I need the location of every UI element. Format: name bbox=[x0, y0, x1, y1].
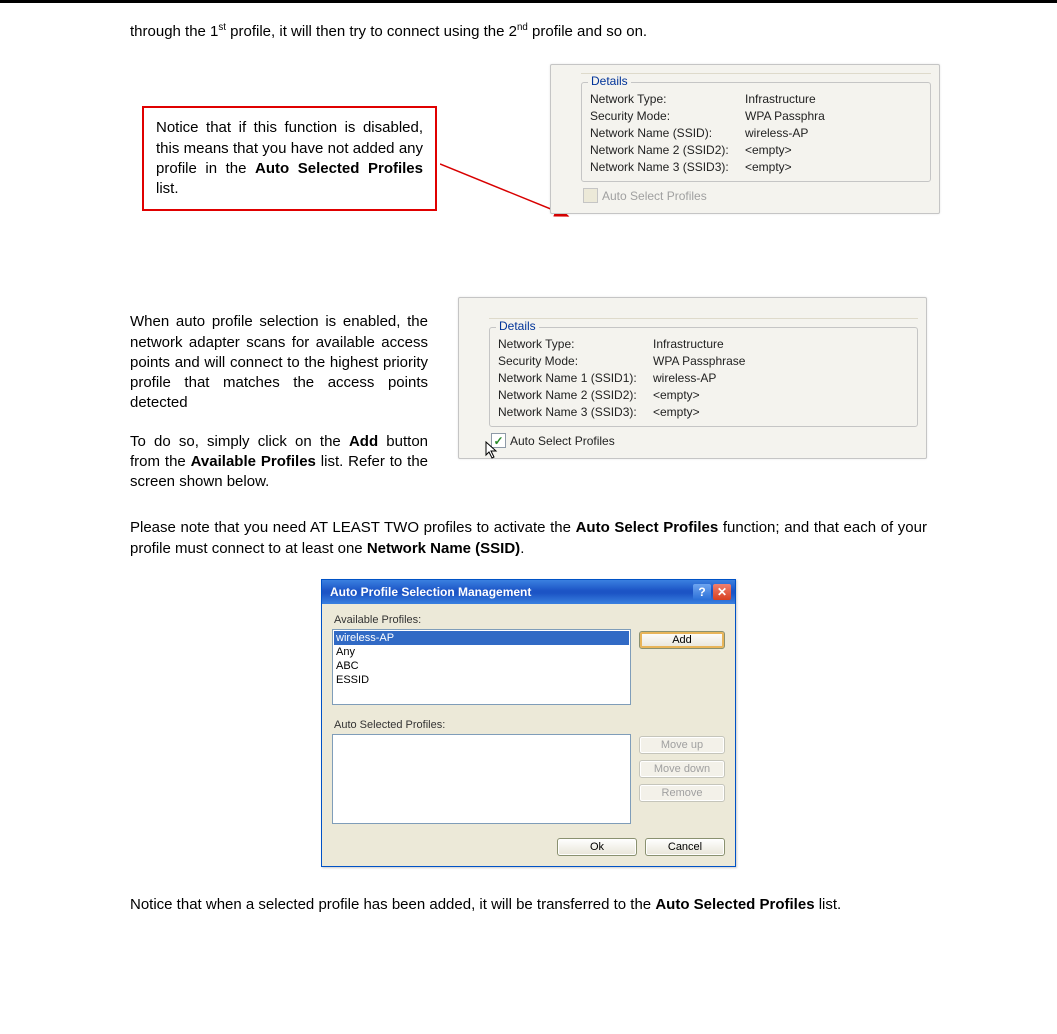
detail-row: Security Mode:WPA Passphrase bbox=[498, 354, 909, 368]
superscript-2nd: nd bbox=[517, 22, 528, 33]
add-button[interactable]: Add bbox=[639, 631, 725, 649]
dialog-titlebar: Auto Profile Selection Management ? ✕ bbox=[322, 580, 735, 604]
groupbox-label: Details bbox=[496, 319, 539, 333]
superscript-1st: st bbox=[218, 22, 226, 33]
text: Notice that when a selected profile has … bbox=[130, 896, 655, 913]
text: list. bbox=[815, 896, 842, 913]
detail-row: Network Name 2 (SSID2):<empty> bbox=[590, 143, 922, 157]
movedown-button[interactable]: Move down bbox=[639, 760, 725, 778]
remove-button[interactable]: Remove bbox=[639, 784, 725, 802]
text-bold: Available Profiles bbox=[191, 453, 316, 470]
cursor-icon bbox=[485, 441, 501, 461]
text-bold: Add bbox=[349, 433, 378, 450]
help-icon: ? bbox=[698, 585, 705, 599]
checkbox-label: Auto Select Profiles bbox=[602, 189, 707, 203]
detail-row: Network Name (SSID):wireless-AP bbox=[590, 126, 922, 140]
page-top-rule bbox=[0, 0, 1057, 3]
detail-row: Network Name 1 (SSID1):wireless-AP bbox=[498, 371, 909, 385]
auto-select-checkbox-disabled: Auto Select Profiles bbox=[583, 188, 939, 203]
figure-enabled-details: When auto profile selection is enabled, … bbox=[130, 297, 927, 500]
details-groupbox: Details Network Type:Infrastructure Secu… bbox=[489, 327, 918, 427]
available-profiles-listbox[interactable]: wireless-AP Any ABC ESSID bbox=[332, 629, 631, 705]
text-bold: Auto Select Profiles bbox=[576, 519, 719, 536]
detail-row: Network Name 2 (SSID2):<empty> bbox=[498, 388, 909, 402]
list-item[interactable]: Any bbox=[334, 645, 629, 659]
close-button[interactable]: ✕ bbox=[713, 584, 731, 600]
text: Please note that you need AT LEAST TWO p… bbox=[130, 519, 576, 536]
text: through the 1 bbox=[130, 23, 218, 40]
ok-button[interactable]: Ok bbox=[557, 838, 637, 856]
checkbox-icon bbox=[583, 188, 598, 203]
detail-row: Network Name 3 (SSID3):<empty> bbox=[590, 160, 922, 174]
figure-notice-details: Notice that if this function is disabled… bbox=[130, 64, 927, 259]
list-item[interactable]: ABC bbox=[334, 659, 629, 673]
auto-profile-dialog: Auto Profile Selection Management ? ✕ Av… bbox=[321, 579, 736, 867]
text: profile, it will then try to connect usi… bbox=[226, 23, 517, 40]
dialog-body: Available Profiles: wireless-AP Any ABC … bbox=[322, 604, 735, 866]
selected-profiles-listbox[interactable] bbox=[332, 734, 631, 824]
cancel-button[interactable]: Cancel bbox=[645, 838, 725, 856]
paragraph-autoprofile-enabled: When auto profile selection is enabled, … bbox=[130, 312, 428, 413]
auto-select-checkbox-checked[interactable]: ✓ Auto Select Profiles bbox=[491, 433, 926, 448]
detail-row: Network Name 3 (SSID3):<empty> bbox=[498, 405, 909, 419]
dialog-title: Auto Profile Selection Management bbox=[330, 585, 531, 599]
text: list. bbox=[156, 180, 179, 197]
text: To do so, simply click on the bbox=[130, 433, 349, 450]
groupbox-label: Details bbox=[588, 74, 631, 88]
paragraph-atleast-two: Please note that you need AT LEAST TWO p… bbox=[130, 518, 927, 559]
list-item[interactable]: wireless-AP bbox=[334, 631, 629, 645]
details-panel-disabled: Details Network Type:Infrastructure Secu… bbox=[550, 64, 940, 214]
checkbox-label: Auto Select Profiles bbox=[510, 434, 615, 448]
details-panel-enabled: Details Network Type:Infrastructure Secu… bbox=[458, 297, 927, 459]
list-item[interactable]: ESSID bbox=[334, 673, 629, 687]
text-bold: Auto Selected Profiles bbox=[255, 160, 423, 177]
dialog-figure: Auto Profile Selection Management ? ✕ Av… bbox=[130, 579, 927, 867]
detail-row: Network Type:Infrastructure bbox=[498, 337, 909, 351]
available-profiles-label: Available Profiles: bbox=[334, 614, 725, 626]
detail-row: Security Mode:WPA Passphra bbox=[590, 109, 922, 123]
moveup-button[interactable]: Move up bbox=[639, 736, 725, 754]
text-bold: Network Name (SSID) bbox=[367, 540, 520, 557]
intro-paragraph: through the 1st profile, it will then tr… bbox=[130, 21, 927, 42]
notice-callout: Notice that if this function is disabled… bbox=[142, 106, 437, 211]
selected-profiles-label: Auto Selected Profiles: bbox=[334, 719, 725, 731]
text: . bbox=[520, 540, 524, 557]
text: profile and so on. bbox=[528, 23, 647, 40]
details-groupbox: Details Network Type:Infrastructure Secu… bbox=[581, 82, 931, 182]
text-bold: Auto Selected Profiles bbox=[655, 896, 814, 913]
help-button[interactable]: ? bbox=[693, 584, 711, 600]
detail-row: Network Type:Infrastructure bbox=[590, 92, 922, 106]
close-icon: ✕ bbox=[717, 585, 727, 599]
paragraph-add-instruction: To do so, simply click on the Add button… bbox=[130, 432, 428, 493]
outro-paragraph: Notice that when a selected profile has … bbox=[130, 895, 927, 915]
